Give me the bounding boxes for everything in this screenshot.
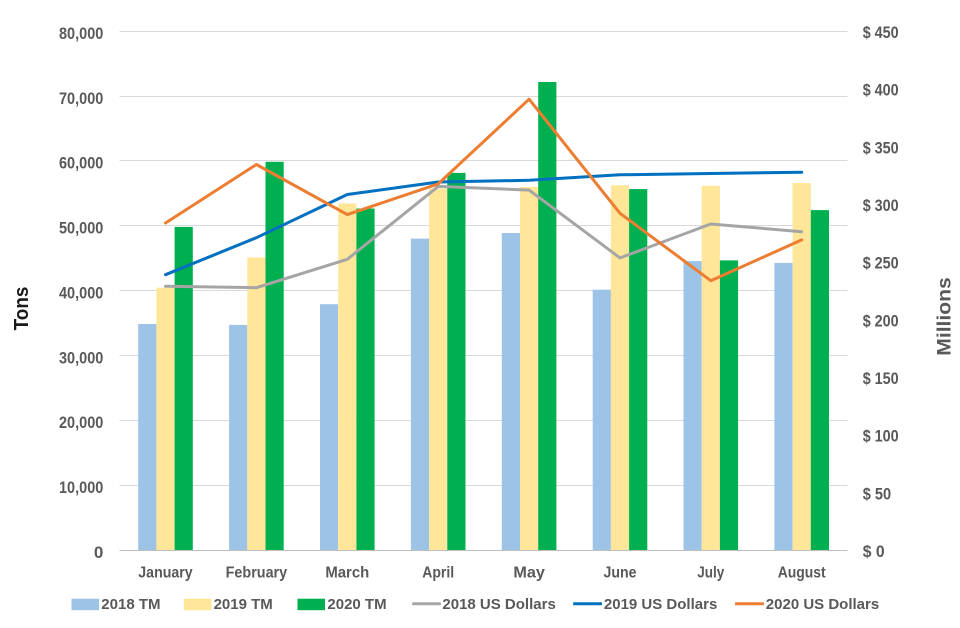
svg-text:$ 250: $ 250 <box>863 254 899 273</box>
svg-text:0: 0 <box>94 543 103 562</box>
svg-text:$ 450: $ 450 <box>863 23 899 42</box>
svg-text:30,000: 30,000 <box>59 348 103 367</box>
svg-text:$ 100: $ 100 <box>863 427 899 446</box>
svg-text:June: June <box>604 565 637 582</box>
svg-text:April: April <box>422 565 454 582</box>
svg-text:$ 300: $ 300 <box>863 196 899 215</box>
svg-text:2020 US Dollars: 2020 US Dollars <box>766 596 879 613</box>
svg-text:60,000: 60,000 <box>59 154 103 173</box>
svg-text:February: February <box>226 565 288 582</box>
svg-text:$ 400: $ 400 <box>863 81 899 100</box>
svg-text:2019 US Dollars: 2019 US Dollars <box>604 596 717 613</box>
svg-text:10,000: 10,000 <box>59 478 103 497</box>
svg-text:$ 200: $ 200 <box>863 311 899 330</box>
svg-text:50,000: 50,000 <box>59 219 103 238</box>
svg-text:2020 TM: 2020 TM <box>327 596 386 613</box>
svg-text:Millions: Millions <box>935 277 956 356</box>
svg-text:2019 TM: 2019 TM <box>214 596 273 613</box>
svg-text:80,000: 80,000 <box>59 24 103 43</box>
svg-text:40,000: 40,000 <box>59 283 103 302</box>
svg-text:$ 150: $ 150 <box>863 369 899 388</box>
svg-text:2018 TM: 2018 TM <box>101 596 160 613</box>
svg-text:July: July <box>697 565 724 582</box>
svg-text:$ 50: $ 50 <box>863 484 891 503</box>
svg-text:2018 US Dollars: 2018 US Dollars <box>442 596 555 613</box>
svg-text:Tons: Tons <box>11 287 33 331</box>
svg-text:May: May <box>513 565 545 582</box>
svg-text:20,000: 20,000 <box>59 413 103 432</box>
svg-text:$ 0: $ 0 <box>863 542 885 561</box>
svg-text:January: January <box>138 565 192 582</box>
svg-text:August: August <box>778 565 827 582</box>
svg-text:March: March <box>325 565 369 582</box>
svg-text:$ 350: $ 350 <box>863 138 899 157</box>
svg-text:70,000: 70,000 <box>59 89 103 108</box>
